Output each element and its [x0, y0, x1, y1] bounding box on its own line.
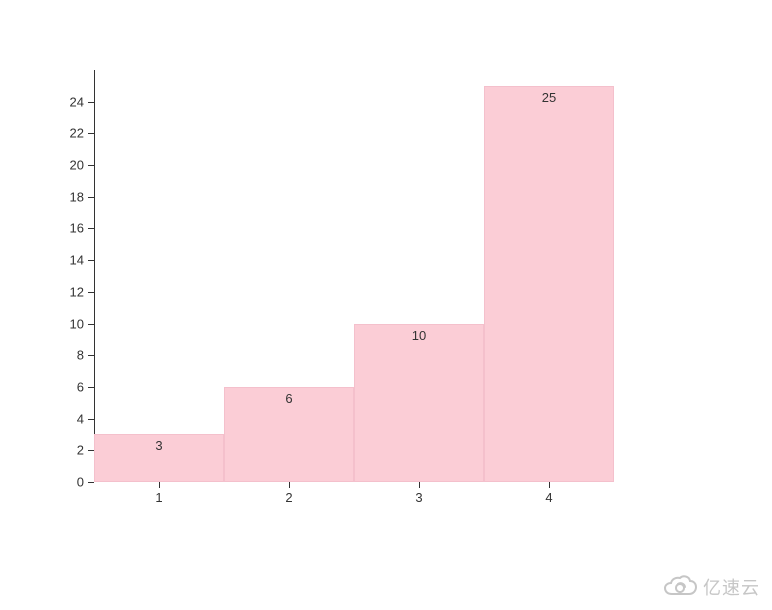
y-tick-label: 0 [77, 475, 94, 490]
bar [354, 324, 484, 482]
y-tick-label: 8 [77, 348, 94, 363]
watermark-text: 亿速云 [703, 574, 760, 600]
bar-value-label: 25 [484, 90, 614, 105]
bar-value-label: 3 [94, 438, 224, 453]
y-axis [94, 70, 95, 482]
y-tick-label: 20 [70, 158, 94, 173]
x-tick-label: 4 [545, 482, 552, 505]
y-tick-label: 16 [70, 221, 94, 236]
x-tick-label: 3 [415, 482, 422, 505]
y-tick-label: 6 [77, 379, 94, 394]
y-tick-label: 24 [70, 94, 94, 109]
y-tick-label: 2 [77, 443, 94, 458]
y-tick-label: 18 [70, 189, 94, 204]
plot-area: 0246810121416182022243162103254 [94, 70, 614, 482]
watermark: 亿速云 [663, 574, 760, 600]
x-tick-label: 2 [285, 482, 292, 505]
y-tick-label: 12 [70, 284, 94, 299]
y-tick-label: 22 [70, 126, 94, 141]
y-tick-label: 10 [70, 316, 94, 331]
y-tick-label: 4 [77, 411, 94, 426]
cloud-icon [663, 575, 697, 599]
bar-value-label: 6 [224, 391, 354, 406]
x-tick-label: 1 [155, 482, 162, 505]
bar [484, 86, 614, 482]
bar-value-label: 10 [354, 328, 484, 343]
y-tick-label: 14 [70, 253, 94, 268]
